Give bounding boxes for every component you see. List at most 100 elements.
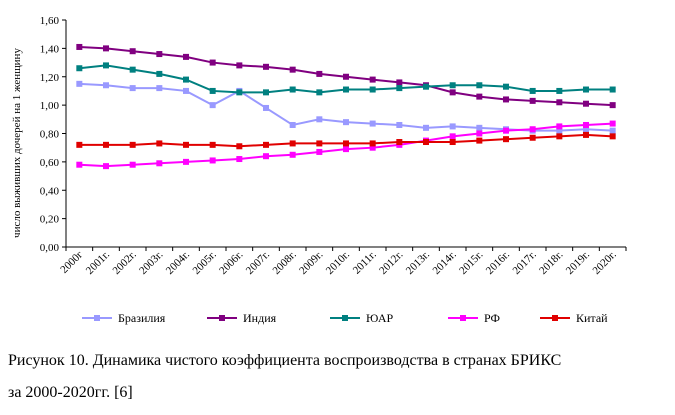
x-tick-label: 2016г. (484, 248, 512, 276)
data-point (209, 87, 216, 94)
legend-label: Китай (576, 311, 608, 325)
legend-label: РФ (484, 311, 500, 325)
data-point (369, 144, 376, 151)
data-point (556, 123, 563, 130)
data-point (316, 89, 323, 96)
data-point (103, 141, 109, 148)
y-tick-label: 1,20 (40, 72, 60, 84)
legend-item: Бразилия (82, 311, 166, 325)
data-point (103, 163, 109, 170)
data-point (423, 139, 429, 146)
data-point (369, 86, 376, 93)
x-tick-label: 2009г. (297, 248, 325, 276)
data-point (583, 121, 589, 128)
data-point (209, 141, 216, 148)
data-point (343, 140, 349, 147)
x-tick-label: 2015г. (457, 248, 485, 276)
y-tick-label: 0,20 (40, 214, 60, 226)
x-tick-label: 2003г. (137, 248, 165, 276)
data-point (316, 148, 323, 155)
x-tick-label: 2014г. (430, 248, 458, 276)
data-point (609, 127, 616, 134)
x-tick-label: 2012г. (377, 248, 405, 276)
data-point (156, 85, 163, 92)
x-tick-label: 2018г. (537, 248, 565, 276)
x-tick-label: 2017г. (510, 248, 538, 276)
data-point (529, 87, 536, 94)
x-tick-label: 2008г. (270, 248, 298, 276)
data-point (289, 86, 296, 93)
y-tick-label: 1,60 (40, 15, 60, 27)
data-point (156, 160, 163, 167)
legend-item: РФ (448, 311, 500, 325)
data-point (369, 140, 376, 147)
data-point (396, 85, 403, 92)
series-5 (76, 131, 616, 150)
data-point (76, 65, 83, 72)
data-point (396, 79, 403, 86)
data-point (129, 66, 136, 73)
data-point (343, 146, 349, 153)
data-point (609, 102, 616, 109)
data-point (449, 82, 456, 89)
data-point (183, 141, 189, 148)
x-tick-label: 2011г. (351, 248, 379, 276)
legend-swatch-marker (460, 315, 466, 321)
data-point (289, 66, 296, 73)
x-tick-label: 2005г. (190, 248, 218, 276)
data-point (316, 70, 323, 77)
data-point (263, 63, 269, 70)
series-3 (76, 62, 616, 96)
line-chart: число выживших дочерей на 1 женщину 0,00… (11, 15, 627, 325)
data-point (556, 87, 563, 94)
y-tick-label: 0,40 (40, 185, 60, 197)
data-point (556, 133, 563, 140)
data-point (529, 134, 536, 141)
data-point (343, 73, 349, 80)
data-point (449, 133, 456, 140)
data-point (103, 45, 109, 52)
data-point (449, 89, 456, 96)
x-tick-label: 2013г. (404, 248, 432, 276)
data-point (156, 140, 163, 147)
data-point (76, 141, 83, 148)
data-point (289, 121, 296, 128)
data-point (76, 80, 83, 87)
data-point (423, 83, 429, 90)
data-point (236, 143, 243, 150)
data-point (609, 133, 616, 140)
data-point (556, 99, 563, 106)
legend-swatch-marker (219, 315, 225, 321)
data-point (503, 96, 509, 103)
data-point (396, 139, 403, 146)
data-point (263, 141, 269, 148)
legend-item: ЮАР (330, 311, 394, 325)
data-point (129, 161, 136, 168)
data-point (609, 120, 616, 127)
data-point (263, 104, 269, 111)
data-point (316, 116, 323, 123)
data-point (236, 156, 243, 163)
data-point (209, 157, 216, 164)
figure-caption-line-1: Рисунок 10. Динамика чистого коэффициент… (8, 352, 562, 369)
data-point (316, 140, 323, 147)
data-point (529, 97, 536, 104)
y-axis-label: число выживших дочерей на 1 женщину (11, 48, 23, 238)
data-point (503, 83, 509, 90)
legend-swatch-marker (94, 315, 100, 321)
data-point (76, 43, 83, 50)
data-point (156, 70, 163, 77)
data-point (236, 89, 243, 96)
data-point (263, 153, 269, 160)
data-point (129, 141, 136, 148)
data-point (476, 82, 483, 89)
data-point (449, 123, 456, 130)
data-point (583, 100, 589, 107)
data-point (369, 76, 376, 83)
figure-caption-line-2: за 2000-2020гг. [6] (8, 384, 133, 401)
data-point (183, 76, 189, 83)
data-point (583, 126, 589, 133)
x-tick-label: 2020г. (590, 248, 618, 276)
data-point (263, 89, 269, 96)
data-point (556, 127, 563, 134)
